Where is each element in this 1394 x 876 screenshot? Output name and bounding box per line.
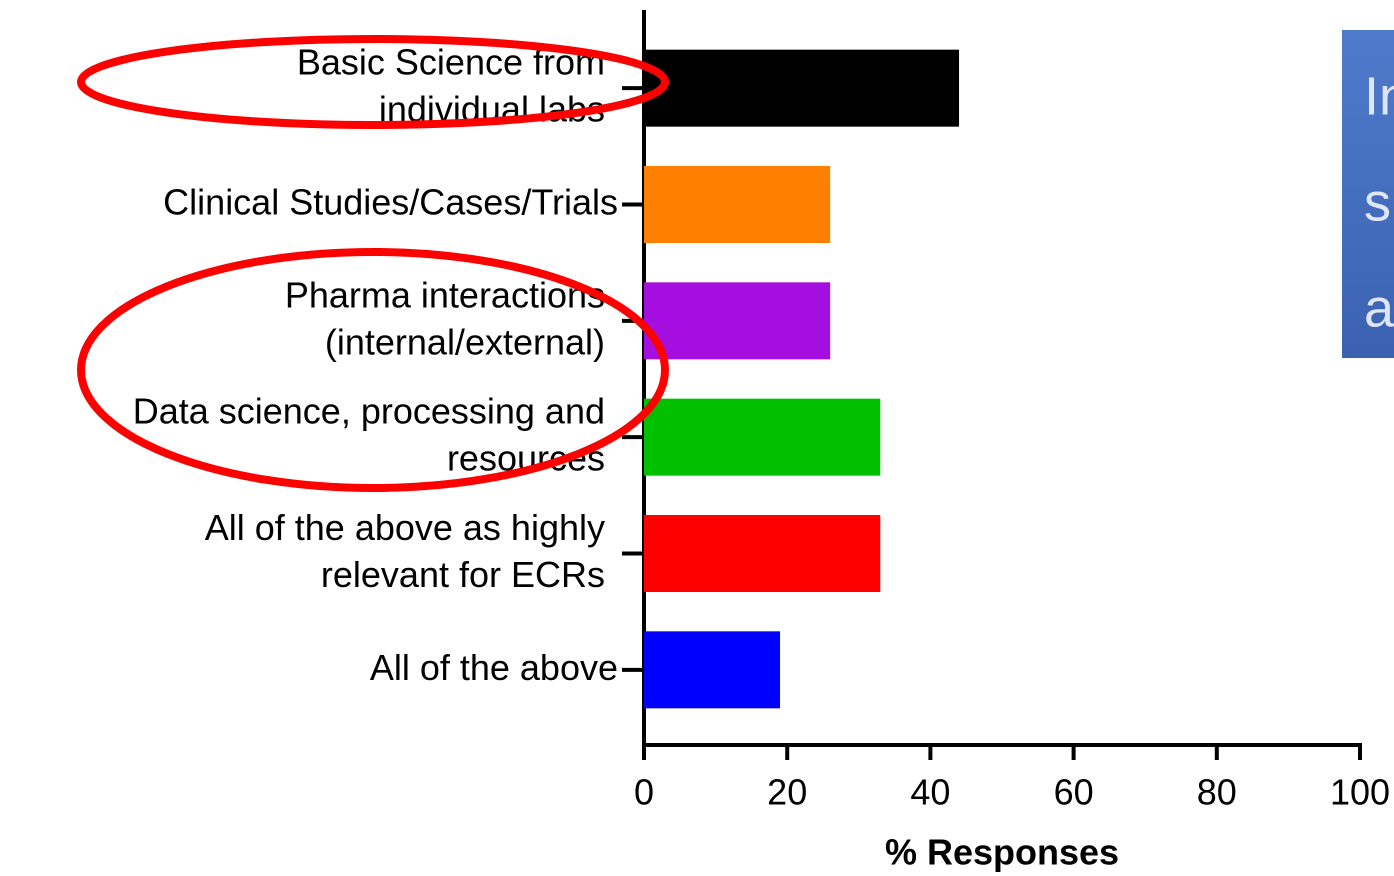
x-tick-label: 80 bbox=[1197, 772, 1237, 813]
annotation-box bbox=[1342, 30, 1394, 358]
plot: 0 20 40 60 80 100 Basic Science from individual… bbox=[133, 41, 1390, 812]
x-tick-label: 60 bbox=[1054, 772, 1094, 813]
annotation-text: In bbox=[1364, 66, 1394, 126]
y-tick-label: Basic Science from individual labs bbox=[297, 41, 605, 129]
bar bbox=[644, 282, 831, 360]
bar bbox=[644, 166, 831, 243]
bar bbox=[644, 515, 881, 592]
annotation-text: s bbox=[1364, 172, 1391, 232]
y-tick-label: Pharma interactions (internal/external) bbox=[285, 274, 605, 362]
y-tick-label: Clinical Studies/Cases/Trials bbox=[163, 181, 618, 222]
x-axis-label: % Responses bbox=[885, 832, 1119, 873]
highlight-ellipse bbox=[77, 35, 669, 129]
x-tick-label: 100 bbox=[1330, 772, 1390, 813]
y-tick-label: All of the above as highly relevant for E… bbox=[205, 507, 605, 595]
x-tick-label: 20 bbox=[767, 772, 807, 813]
x-tick-label: 40 bbox=[910, 772, 950, 813]
x-tick-label: 0 bbox=[634, 772, 654, 813]
y-tick-label: All of the above bbox=[370, 646, 618, 687]
bar bbox=[644, 631, 781, 709]
highlight-ellipse bbox=[77, 248, 669, 492]
annotation-text: a bbox=[1364, 278, 1394, 338]
annotation: In sa bbox=[1364, 66, 1394, 338]
bar bbox=[644, 398, 881, 476]
bar bbox=[644, 49, 960, 127]
